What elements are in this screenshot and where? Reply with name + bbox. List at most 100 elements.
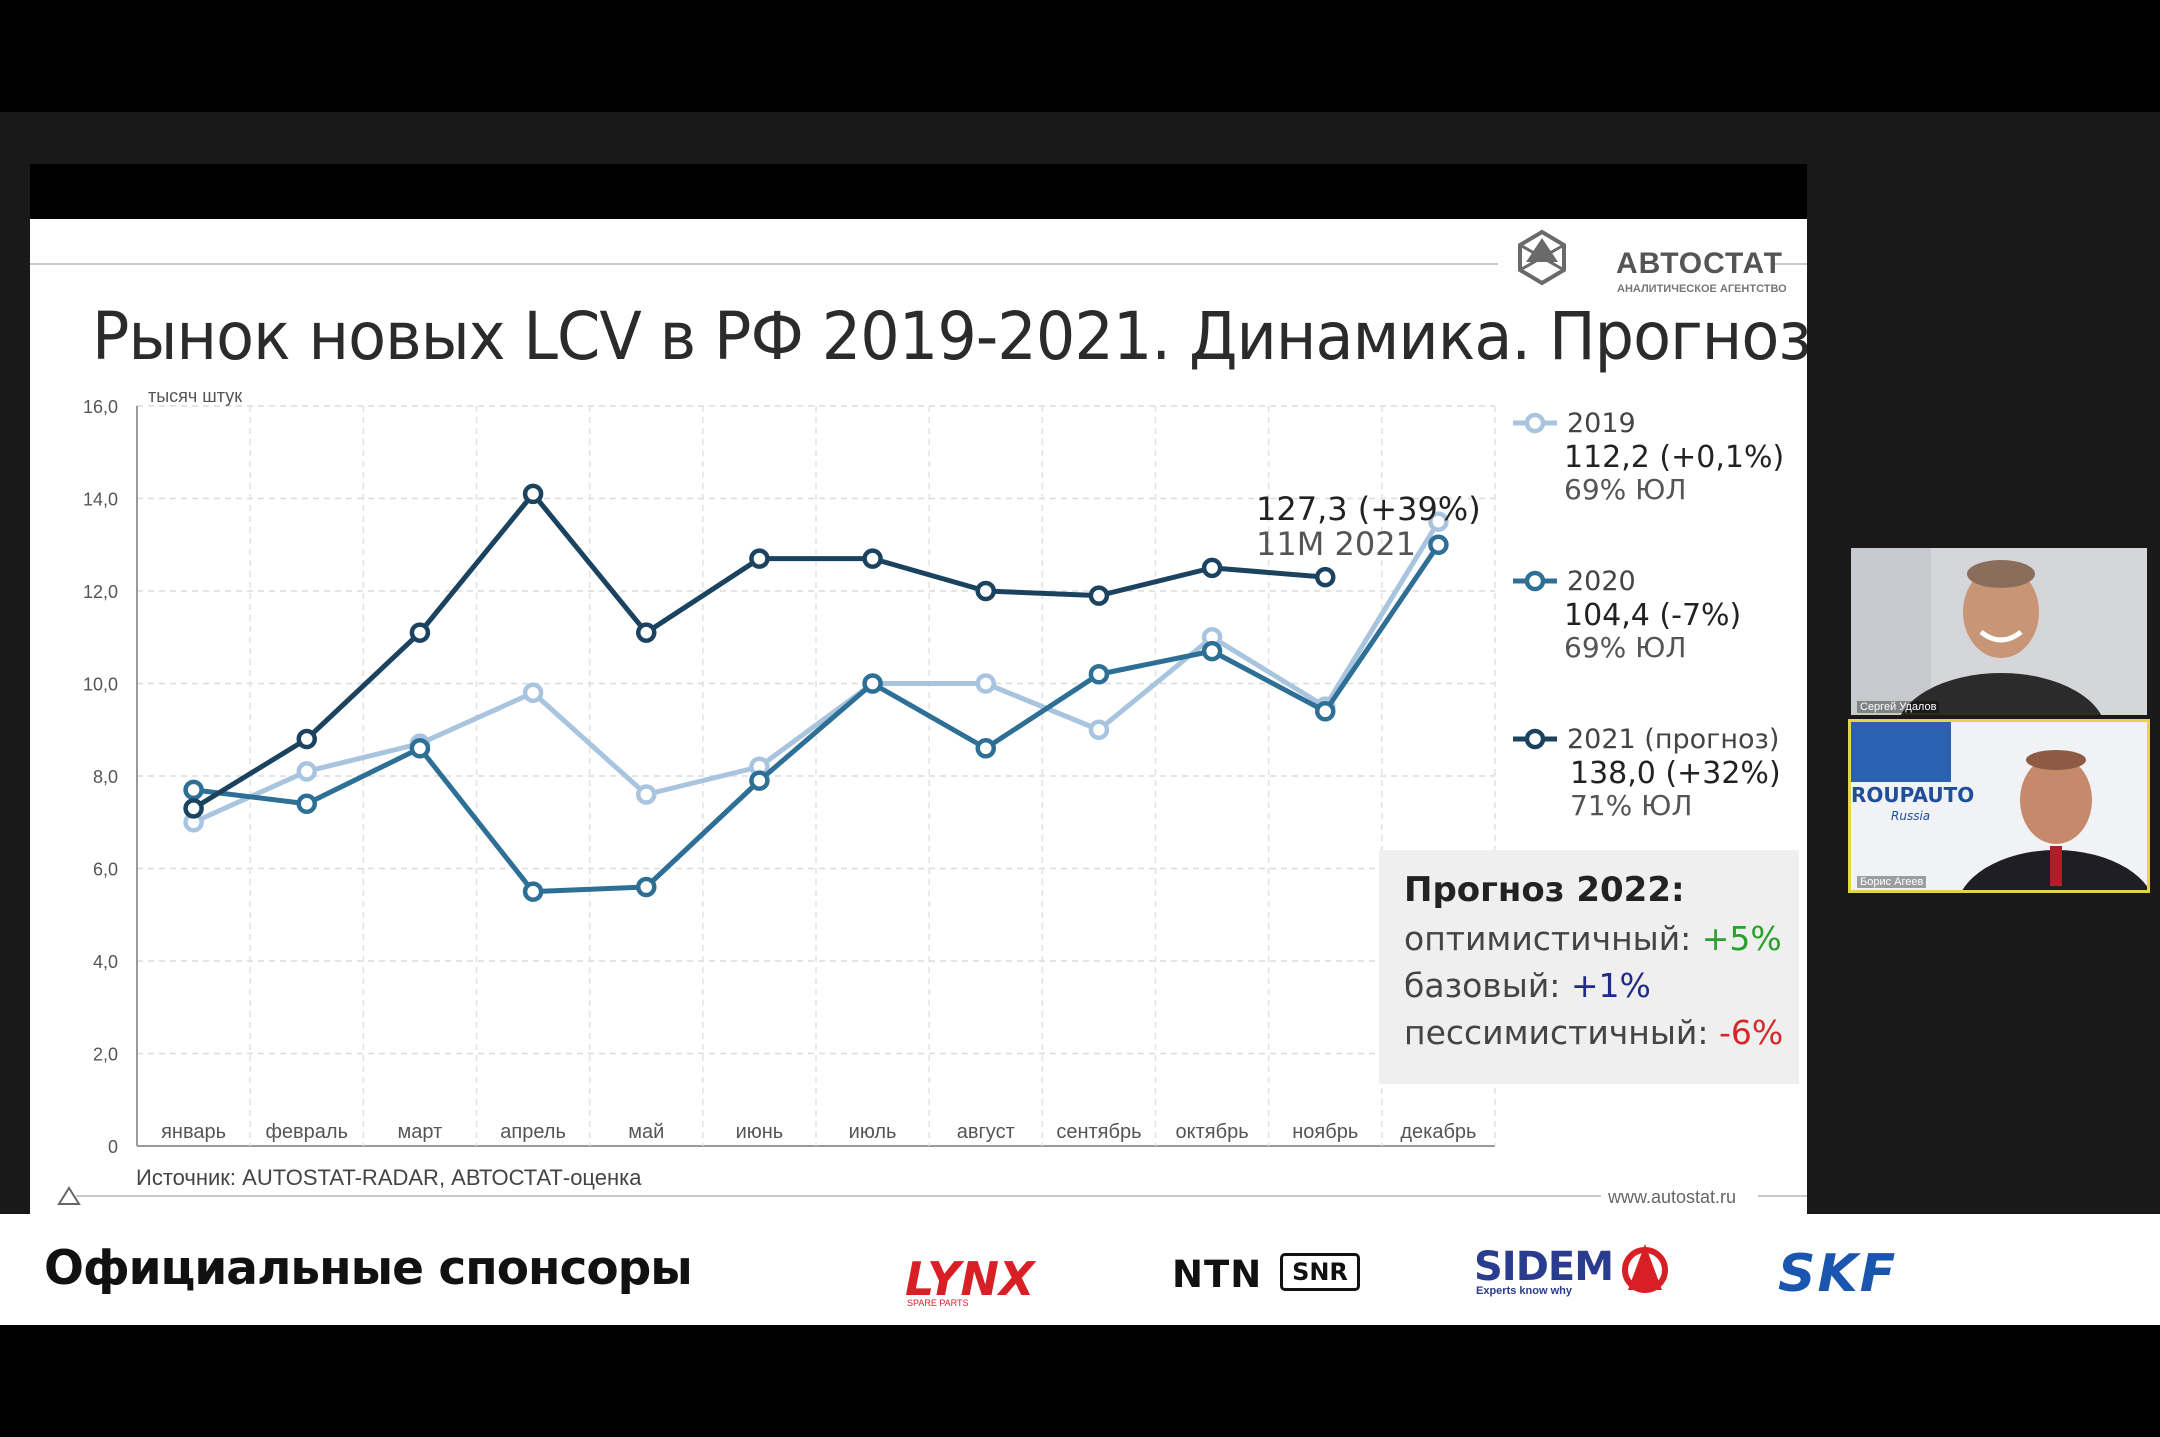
forecast-item: базовый: +1% bbox=[1404, 966, 1651, 1005]
data-point bbox=[1201, 640, 1223, 662]
data-point bbox=[522, 881, 544, 902]
x-tick-label: май bbox=[628, 1121, 664, 1143]
callout-period: 11М 2021 bbox=[1256, 525, 1416, 563]
y-tick-label: 8,0 bbox=[93, 767, 118, 787]
y-tick-label: 4,0 bbox=[93, 952, 118, 972]
series-line bbox=[192, 520, 1441, 825]
x-tick-label: декабрь bbox=[1400, 1121, 1476, 1143]
participant-video-2[interactable]: ROUPAUTO Russia Борис Агеев bbox=[1848, 719, 2150, 893]
y-tick-label: 10,0 bbox=[83, 675, 118, 695]
legend-year: 2019 bbox=[1567, 408, 1636, 439]
legend-swatch-marker bbox=[1524, 412, 1546, 434]
data-point bbox=[522, 682, 544, 703]
brand-subtitle: АНАЛИТИЧЕСКОЕ АГЕНТСТВО bbox=[1617, 283, 1787, 295]
forecast-list: оптимистичный: +5% базовый: +1% пессимисти… bbox=[1404, 919, 1783, 1052]
x-tick-label: август bbox=[957, 1121, 1015, 1143]
data-point bbox=[296, 793, 317, 814]
sidem-tagline: Experts know why bbox=[1476, 1285, 1572, 1297]
data-point bbox=[1315, 701, 1336, 722]
data-point bbox=[296, 728, 317, 750]
sponsors-label: Официальные спонсоры bbox=[44, 1241, 693, 1296]
legend-share: 71% ЮЛ bbox=[1570, 789, 1692, 822]
data-point bbox=[636, 622, 657, 643]
presentation-slide: АВТОСТАТ АНАЛИТИЧЕСКОЕ АГЕНТСТВО Рынок н… bbox=[30, 219, 1807, 1214]
forecast-value: +5% bbox=[1702, 919, 1782, 958]
legend-share: 69% ЮЛ bbox=[1564, 473, 1686, 506]
x-tick-label: июнь bbox=[736, 1121, 784, 1143]
x-tick-label: октябрь bbox=[1176, 1121, 1249, 1143]
legend-year: 2021 (прогноз) bbox=[1567, 724, 1779, 755]
data-point bbox=[1088, 664, 1110, 685]
legend-total: 138,0 (+32%) bbox=[1570, 756, 1781, 791]
x-tick-label: февраль bbox=[265, 1121, 348, 1143]
data-point bbox=[1428, 511, 1449, 532]
x-axis-labels: январь февраль март апрель май июнь июль август… bbox=[161, 1121, 1476, 1143]
lynx-logo-subtitle: SPARE PARTS bbox=[907, 1298, 969, 1308]
y-tick-label: 16,0 bbox=[83, 397, 118, 417]
data-point bbox=[975, 673, 996, 694]
y-tick-label: 12,0 bbox=[83, 582, 118, 602]
callout-total: 127,3 (+39%) bbox=[1256, 490, 1481, 528]
banner-subtext: Russia bbox=[1891, 809, 1930, 823]
data-point bbox=[749, 548, 770, 569]
forecast-title: Прогноз 2022: bbox=[1404, 870, 1685, 910]
chart-series bbox=[183, 483, 1449, 902]
data-point bbox=[636, 876, 657, 898]
sponsor-band bbox=[0, 1214, 2160, 1325]
website: www.autostat.ru bbox=[1607, 1187, 1736, 1207]
sidem-emblem-icon bbox=[1622, 1244, 1668, 1293]
data-point bbox=[749, 770, 770, 791]
data-point bbox=[1428, 534, 1449, 555]
forecast-value: +1% bbox=[1571, 966, 1651, 1005]
data-point bbox=[1315, 566, 1336, 588]
lynx-logo: LYNX bbox=[905, 1252, 1035, 1306]
data-point bbox=[409, 622, 431, 643]
legend-year: 2020 bbox=[1567, 566, 1636, 597]
legend-total: 112,2 (+0,1%) bbox=[1564, 440, 1784, 475]
data-point bbox=[296, 761, 317, 782]
chart-grid bbox=[136, 405, 1496, 1147]
data-point bbox=[975, 580, 996, 602]
forecast-label: пессимистичный: bbox=[1404, 1013, 1719, 1052]
legend-total: 104,4 (-7%) bbox=[1564, 598, 1741, 633]
data-point bbox=[1088, 585, 1110, 606]
forecast-label: оптимистичный: bbox=[1404, 919, 1702, 958]
x-tick-label: март bbox=[398, 1121, 443, 1143]
series-2 bbox=[183, 534, 1449, 902]
skf-logo: SKF bbox=[1778, 1244, 1898, 1304]
x-tick-label: январь bbox=[161, 1121, 226, 1143]
y-axis-labels: 0 2,0 4,0 6,0 8,0 10,0 12,0 14,0 16,0 bbox=[83, 397, 118, 1157]
snr-logo: SNR bbox=[1280, 1253, 1360, 1291]
participant-name-2: Борис Агеев bbox=[1857, 876, 1927, 888]
legend-swatch-marker bbox=[1524, 728, 1546, 750]
legend-share: 69% ЮЛ bbox=[1564, 631, 1686, 664]
line-chart: АВТОСТАТ АНАЛИТИЧЕСКОЕ АГЕНТСТВО Рынок н… bbox=[30, 229, 1807, 1207]
data-point bbox=[1201, 557, 1223, 579]
series-line bbox=[193, 543, 1441, 895]
y-tick-label: 14,0 bbox=[83, 490, 118, 510]
data-point bbox=[862, 548, 883, 569]
sidem-logo: SIDEM bbox=[1474, 1244, 1614, 1290]
y-tick-label: 0 bbox=[108, 1137, 118, 1157]
participant-video-1[interactable]: Сергей Удалов bbox=[1851, 548, 2147, 715]
source-note: Источник: AUTOSTAT-RADAR, АВТОСТАТ-оценк… bbox=[136, 1165, 642, 1190]
participant-avatar-2: ROUPAUTO Russia bbox=[1851, 722, 2147, 890]
forecast-item: пессимистичный: -6% bbox=[1404, 1013, 1783, 1052]
y-axis-title: тысяч штук bbox=[148, 386, 242, 406]
slide-top-bar bbox=[30, 164, 1807, 219]
brand-name: АВТОСТАТ bbox=[1616, 247, 1783, 280]
forecast-value: -6% bbox=[1719, 1013, 1783, 1052]
slide-title: Рынок новых LCV в РФ 2019-2021. Динамика… bbox=[92, 299, 1807, 375]
ntn-logo: NTN bbox=[1172, 1253, 1263, 1296]
data-point bbox=[862, 673, 883, 694]
x-tick-label: ноябрь bbox=[1292, 1121, 1358, 1143]
banner-text: ROUPAUTO bbox=[1851, 783, 1974, 807]
data-point bbox=[409, 738, 431, 759]
x-tick-label: апрель bbox=[500, 1121, 566, 1143]
x-tick-label: июль bbox=[849, 1121, 897, 1143]
y-tick-label: 2,0 bbox=[93, 1045, 118, 1065]
data-point bbox=[636, 784, 657, 805]
